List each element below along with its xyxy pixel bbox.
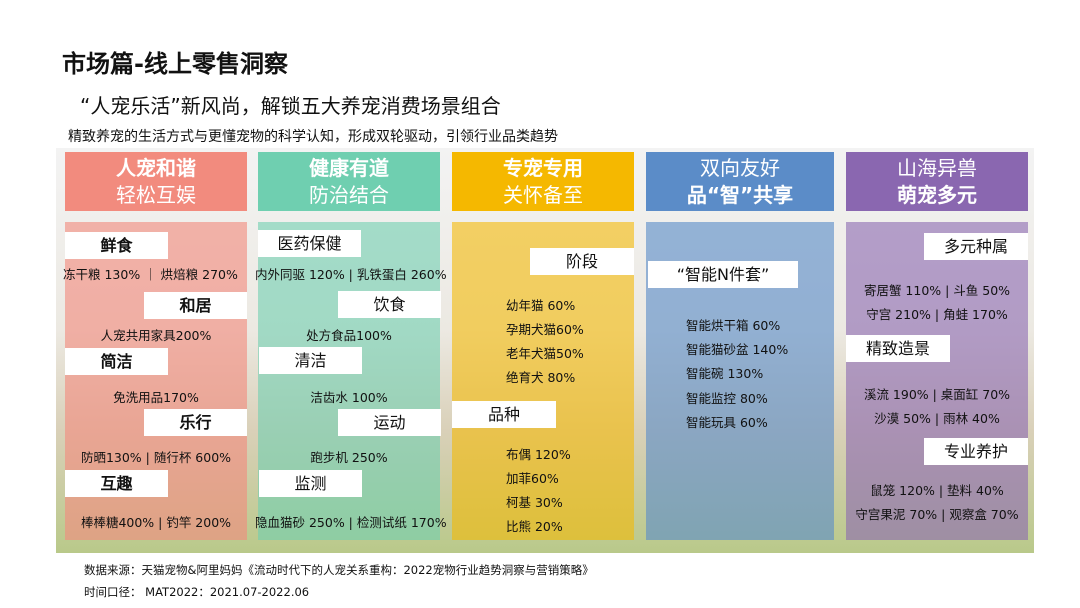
value: 加菲60% <box>506 471 559 486</box>
header-title: 人宠和谐 <box>116 156 196 180</box>
header-title: 专宠专用 <box>503 156 583 180</box>
value: 守宫 210% | 角蛙 170% <box>866 307 1008 322</box>
value: 人宠共用家具200% <box>100 328 212 343</box>
label: 精致造景 <box>846 335 950 362</box>
header-col5: 山海异兽 萌宠多元 <box>846 152 1028 211</box>
header-title: 健康有道 <box>309 156 389 180</box>
value: 绝育犬 80% <box>506 370 576 385</box>
label: “智能N件套” <box>648 261 798 288</box>
label: 简洁 <box>65 348 168 375</box>
value: 防晒130% | 随行杯 600% <box>80 450 232 465</box>
label: 运动 <box>338 409 441 436</box>
label: 互趣 <box>65 470 168 497</box>
panel-col5: 多元种属 寄居蟹 110% | 斗鱼 50% 守宫 210% | 角蛙 170%… <box>846 222 1028 540</box>
value: 柯基 30% <box>506 495 563 510</box>
header-sub: 萌宠多元 <box>897 183 977 207</box>
tagline: 精致养宠的生活方式与更懂宠物的科学认知，形成双轮驱动，引领行业品类趋势 <box>68 129 558 145</box>
value: 守宫果泥 70% | 观察盒 70% <box>855 507 1019 522</box>
header-sub: 轻松互娱 <box>116 183 196 207</box>
value: 内外同驱 120% | 乳铁蛋白 260% <box>255 267 447 282</box>
value: 智能烘干箱 60% <box>686 318 781 333</box>
label: 鲜食 <box>65 232 168 259</box>
value: 布偶 120% <box>506 447 571 462</box>
value: 沙漠 50% | 雨林 40% <box>874 411 1000 426</box>
header-col3: 专宠专用 关怀备至 <box>452 152 634 211</box>
value: 老年犬猫50% <box>506 346 584 361</box>
header-col1: 人宠和谐 轻松互娱 <box>65 152 247 211</box>
page-subtitle: “人宠乐活”新风尚，解锁五大养宠消费场景组合 <box>80 94 501 118</box>
value: 智能玩具 60% <box>686 415 768 430</box>
label: 和居 <box>144 292 247 319</box>
panel-col1: 鲜食 冻干粮 130% ｜ 烘焙粮 270% 和居 人宠共用家具200% 简洁 … <box>63 222 247 540</box>
label: 阶段 <box>530 248 634 275</box>
label: 乐行 <box>144 409 247 436</box>
label: 清洁 <box>259 347 362 374</box>
value: 幼年猫 60% <box>506 298 576 313</box>
label: 饮食 <box>338 291 441 318</box>
value: 比熊 20% <box>506 519 563 534</box>
header-col4: 双向友好品“智”共享 <box>646 152 834 211</box>
value: 洁齿水 100% <box>310 390 388 405</box>
value: 寄居蟹 110% | 斗鱼 50% <box>863 283 1011 298</box>
value: 鼠笼 120% | 垫料 40% <box>870 483 1004 498</box>
value: 溪流 190% | 桌面缸 70% <box>863 387 1011 402</box>
panel-col4: “智能N件套” 智能烘干箱 60% 智能猫砂盆 140% 智能碗 130% 智能… <box>646 222 834 540</box>
header-sub: 防治结合 <box>309 183 389 207</box>
value: 智能猫砂盆 140% <box>686 342 789 357</box>
value: 棒棒糖400% | 钓竿 200% <box>80 515 232 530</box>
value: 孕期犬猫60% <box>506 322 584 337</box>
label: 监测 <box>259 470 362 497</box>
panel-col3: 阶段 幼年猫 60% 孕期犬猫60% 老年犬猫50% 绝育犬 80% 品种 布偶… <box>452 222 634 540</box>
header-col2: 健康有道 防治结合 <box>258 152 440 211</box>
label: 品种 <box>452 401 556 428</box>
value: 冻干粮 130% ｜ 烘焙粮 270% <box>63 267 238 282</box>
header-sub: 关怀备至 <box>503 183 583 207</box>
header-title: 山海异兽 <box>897 156 977 180</box>
time-period: 时间口径： MAT2022：2021.07-2022.06 <box>84 585 310 599</box>
data-source: 数据来源：天猫宠物&阿里妈妈《流动时代下的人宠关系重构：2022宠物行业趋势洞察… <box>84 563 594 577</box>
panel-col2: 医药保健 内外同驱 120% | 乳铁蛋白 260% 饮食 处方食品100% 清… <box>255 222 447 540</box>
label: 多元种属 <box>924 233 1028 260</box>
value: 隐血猫砂 250% | 检测试纸 170% <box>255 515 447 530</box>
value: 免洗用品170% <box>113 390 199 405</box>
value: 智能碗 130% <box>686 366 764 381</box>
value: 跑步机 250% <box>310 450 388 465</box>
header-sub: 品“智”共享 <box>686 183 794 207</box>
header-title: 双向友好 <box>700 156 780 180</box>
value: 智能监控 80% <box>686 391 768 406</box>
value: 处方食品100% <box>306 328 392 343</box>
label: 专业养护 <box>924 438 1028 465</box>
page-title: 市场篇-线上零售洞察 <box>62 50 288 78</box>
label: 医药保健 <box>258 230 361 257</box>
